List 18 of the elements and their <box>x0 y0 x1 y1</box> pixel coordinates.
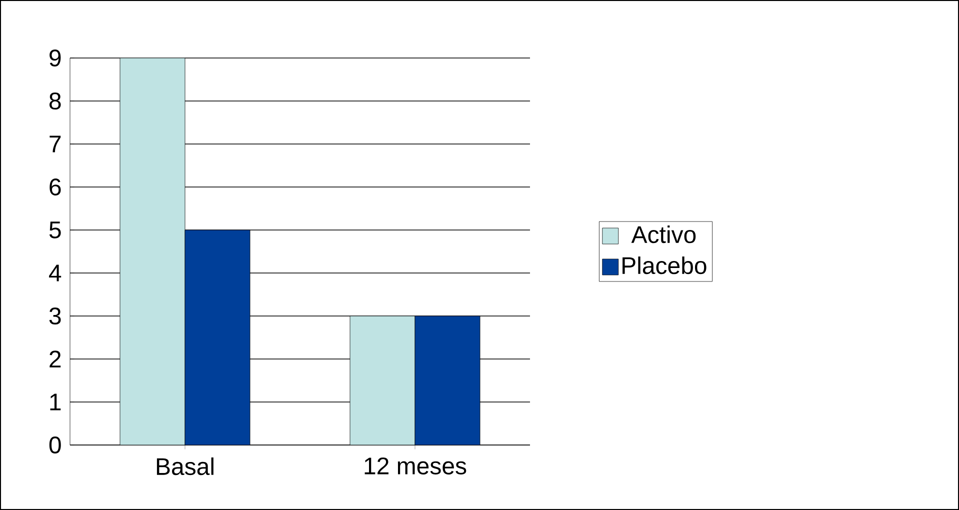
bar <box>414 316 480 445</box>
legend-label: Placebo <box>622 256 706 274</box>
y-tick-label: 1 <box>50 394 61 410</box>
y-tick-label: 3 <box>49 307 61 324</box>
x-tick-label: 12 meses <box>364 457 466 474</box>
y-tick-label: 5 <box>49 222 61 238</box>
bar <box>185 230 250 445</box>
legend-label: Activo <box>631 226 696 244</box>
y-tick-label: 4 <box>49 264 62 282</box>
y-tick-label: 9 <box>50 49 61 66</box>
y-tick-label: 8 <box>50 92 61 110</box>
bar <box>120 58 185 445</box>
y-tick-label: 7 <box>50 136 61 152</box>
bar <box>350 316 416 445</box>
y-tick-label: 2 <box>50 350 61 368</box>
x-tick-label: Basal <box>156 457 214 476</box>
y-tick-label: 0 <box>49 436 61 454</box>
y-tick-label: 6 <box>50 178 61 196</box>
